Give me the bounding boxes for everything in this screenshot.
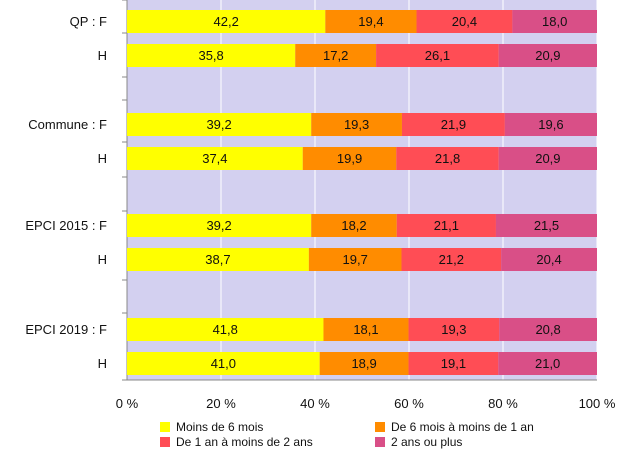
data-label: 21,5 [534,218,559,233]
legend-item: De 6 mois à moins de 1 an [375,420,534,434]
bar-segment-3 [396,214,496,237]
bar-segment-2 [308,248,402,271]
bar-segment-4 [498,44,597,67]
bar-segment-1 [127,352,320,375]
data-label: 20,8 [535,322,560,337]
bar-segment-2 [325,10,417,33]
bar-segment-4 [499,318,597,341]
category-label: Commune : F [28,117,107,132]
data-label: 18,2 [341,218,366,233]
data-label: 42,2 [214,14,239,29]
data-label: 18,0 [542,14,567,29]
bar-segment-2 [319,352,409,375]
data-label: 21,2 [439,252,464,267]
data-label: 19,3 [344,117,369,132]
legend-swatch [375,422,385,432]
bar-segment-3 [396,147,499,170]
data-label: 19,1 [441,356,466,371]
data-label: 20,9 [535,48,560,63]
bar-segment-4 [495,214,597,237]
category-label: H [98,48,107,63]
bar-segment-1 [127,44,296,67]
data-label: 19,9 [337,151,362,166]
data-label: 21,1 [434,218,459,233]
data-label: 21,8 [435,151,460,166]
data-label: 19,7 [343,252,368,267]
data-label: 39,2 [206,117,231,132]
data-label: 39,2 [206,218,231,233]
x-tick-label: 60 % [394,396,424,411]
data-label: 17,2 [323,48,348,63]
category-label: H [98,151,107,166]
data-label: 19,4 [358,14,383,29]
data-label: 21,9 [441,117,466,132]
data-label: 21,0 [535,356,560,371]
bar-segment-1 [127,214,312,237]
legend-item: Moins de 6 mois [160,420,263,434]
data-label: 20,9 [535,151,560,166]
bar-segment-1 [127,318,324,341]
chart-legend: Moins de 6 mois De 6 mois à moins de 1 an… [160,420,600,452]
bar-segment-4 [512,10,597,33]
data-label: 41,0 [211,356,236,371]
category-label: QP : F [70,14,107,29]
bar-segment-4 [501,248,597,271]
legend-label: De 1 an à moins de 2 ans [176,435,313,449]
bar-segment-4 [498,352,597,375]
data-label: 41,8 [213,322,238,337]
category-label: H [98,252,107,267]
x-tick-label: 40 % [300,396,330,411]
legend-swatch [160,437,170,447]
x-tick-label: 0 % [116,396,139,411]
legend-label: 2 ans ou plus [391,435,463,449]
x-tick-label: 80 % [488,396,518,411]
data-label: 37,4 [202,151,227,166]
data-label: 18,9 [351,356,376,371]
bar-segment-1 [127,113,312,136]
data-label: 18,1 [353,322,378,337]
bar-segment-2 [311,113,402,136]
bar-segment-2 [295,44,377,67]
bar-segment-2 [323,318,409,341]
category-label: EPCI 2015 : F [25,218,107,233]
data-label: 35,8 [198,48,223,63]
x-tick-label: 20 % [206,396,236,411]
bar-segment-4 [498,147,597,170]
bar-segment-1 [127,10,326,33]
bar-segment-3 [401,113,505,136]
bar-segment-3 [376,44,499,67]
legend-swatch [375,437,385,447]
bar-segment-2 [302,147,397,170]
bar-segment-1 [127,147,303,170]
bar-segment-3 [408,352,499,375]
legend-label: Moins de 6 mois [176,420,264,434]
data-label: 38,7 [205,252,230,267]
data-label: 19,3 [441,322,466,337]
chart: 42,2 19,4 20,4 18,0 QP : F 35,8 17,2 26,1 20,9 H 3… [25,0,616,411]
bar-segment-3 [416,10,513,33]
legend-item: 2 ans ou plus [375,435,462,449]
data-label: 20,4 [536,252,561,267]
bar-segment-2 [311,214,397,237]
legend-item: De 1 an à moins de 2 ans [160,435,313,449]
bar-segment-1 [127,248,309,271]
legend-swatch [160,422,170,432]
x-tick-label: 100 % [579,396,616,411]
data-label: 20,4 [452,14,477,29]
data-label: 26,1 [425,48,450,63]
bar-segment-4 [504,113,597,136]
data-label: 19,6 [538,117,563,132]
bar-segment-3 [408,318,500,341]
category-label: H [98,356,107,371]
category-label: EPCI 2019 : F [25,322,107,337]
bar-segment-3 [401,248,502,271]
legend-label: De 6 mois à moins de 1 an [391,420,534,434]
